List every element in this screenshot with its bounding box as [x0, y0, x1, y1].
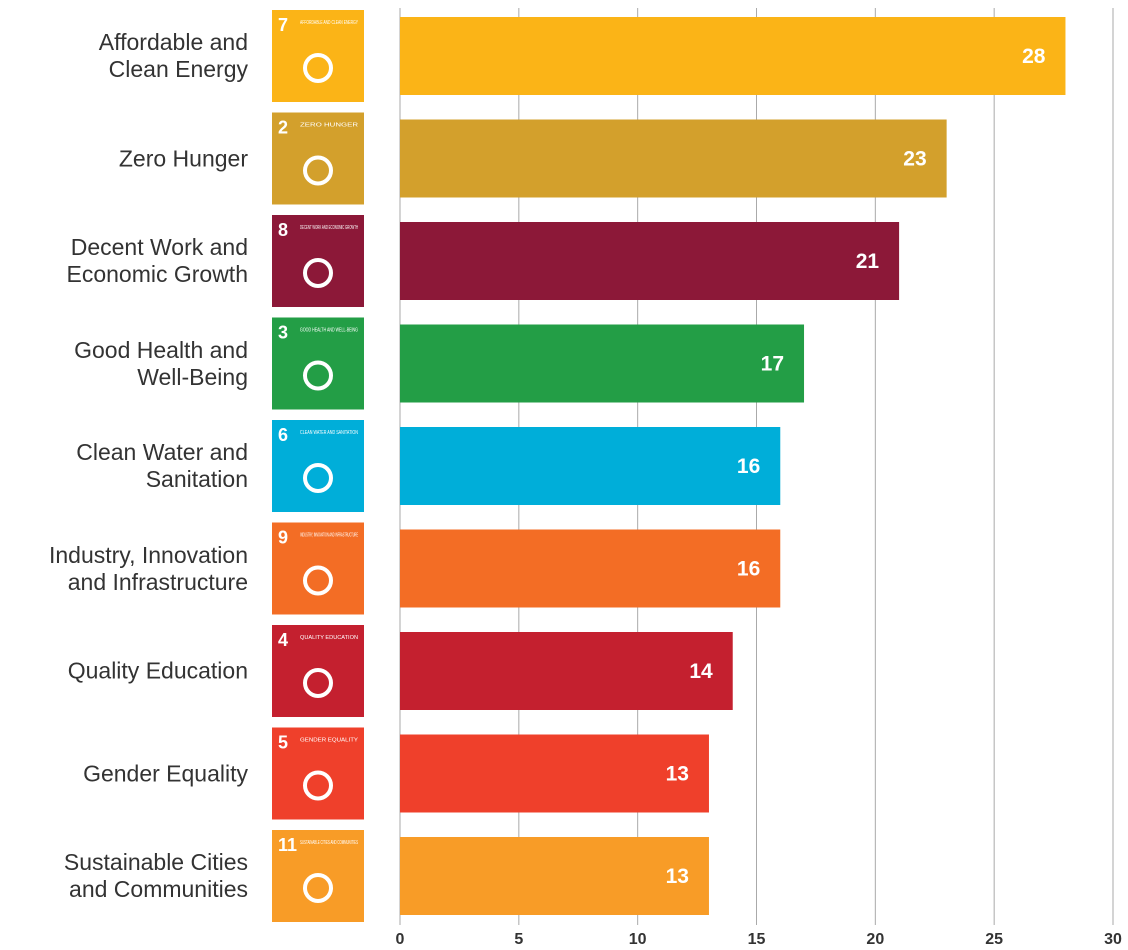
- sdg-glyph: [303, 463, 333, 493]
- bar: [400, 427, 781, 505]
- value-label: 13: [666, 865, 689, 888]
- category-label: Clean Water and Sanitation: [76, 439, 248, 492]
- value-label: 28: [1022, 45, 1046, 68]
- bar: [400, 529, 781, 608]
- category-label: Industry, Innovation and Infrastructure: [48, 541, 248, 595]
- category-label: Quality Education: [67, 657, 248, 684]
- value-label: 14: [689, 660, 713, 683]
- category-label: Affordable and Clean Energy: [98, 29, 248, 82]
- sdg-glyph: [303, 53, 333, 83]
- x-tick-label: 30: [1104, 931, 1122, 948]
- value-label: 23: [903, 148, 926, 171]
- bar: [400, 734, 709, 813]
- sdg-glyph: [303, 565, 333, 596]
- value-label: 13: [666, 763, 689, 786]
- sdg-glyph: [303, 258, 333, 288]
- value-label: 16: [737, 558, 760, 581]
- x-tick-label: 15: [748, 931, 766, 948]
- bar: [400, 17, 1066, 95]
- category-label: Gender Equality: [83, 760, 248, 786]
- sdg-glyph: [303, 155, 333, 186]
- bar: [400, 119, 947, 198]
- bar: [400, 324, 805, 403]
- bar: [400, 837, 709, 915]
- sdg-number: 11: [278, 835, 297, 855]
- sdg-glyph: [303, 770, 333, 801]
- sdg-caption: QUALITY EDUCATION: [300, 635, 358, 641]
- sdg-number: 5: [278, 733, 288, 753]
- category-label: Good Health and Well-Being: [74, 336, 248, 390]
- sdg-number: 8: [278, 220, 288, 240]
- sdg-number: 9: [278, 528, 288, 548]
- value-label: 17: [761, 353, 784, 376]
- sdg-glyph: [303, 668, 333, 698]
- sdg-number: 3: [278, 323, 288, 343]
- bar: [400, 222, 900, 300]
- x-tick-label: 25: [985, 931, 1003, 948]
- value-label: 21: [856, 250, 880, 273]
- sdg-caption: ZERO HUNGER: [300, 123, 359, 129]
- sdg-caption: INDUSTRY, INNOVATION AND INFRASTRUCTURE: [300, 533, 358, 539]
- x-tick-label: 5: [514, 931, 523, 948]
- category-label: Decent Work and Economic Growth: [66, 234, 248, 287]
- sdg-number: 7: [278, 15, 288, 35]
- category-label: Sustainable Cities and Communities: [63, 849, 248, 902]
- sdg-caption: SUSTAINABLE CITIES AND COMMUNITIES: [300, 840, 358, 846]
- bar: [400, 632, 733, 710]
- value-label: 16: [737, 455, 760, 478]
- sdg-caption: GOOD HEALTH AND WELL-BEING: [300, 328, 358, 334]
- x-tick-label: 0: [396, 931, 405, 948]
- sdg-caption: AFFORDABLE AND CLEAN ENERGY: [300, 20, 358, 26]
- sdg-caption: CLEAN WATER AND SANITATION: [300, 430, 358, 436]
- sdg-caption: DECENT WORK AND ECONOMIC GROWTH: [300, 225, 358, 231]
- sdg-number: 2: [278, 118, 288, 138]
- sdg-number: 6: [278, 425, 288, 445]
- sdg-glyph: [303, 360, 333, 391]
- sdg-number: 4: [278, 630, 288, 650]
- x-tick-label: 20: [866, 931, 884, 948]
- sdg-glyph: [303, 873, 333, 903]
- category-label: Zero Hunger: [118, 145, 248, 171]
- sdg-caption: GENDER EQUALITY: [300, 738, 359, 744]
- x-tick-label: 10: [629, 931, 647, 948]
